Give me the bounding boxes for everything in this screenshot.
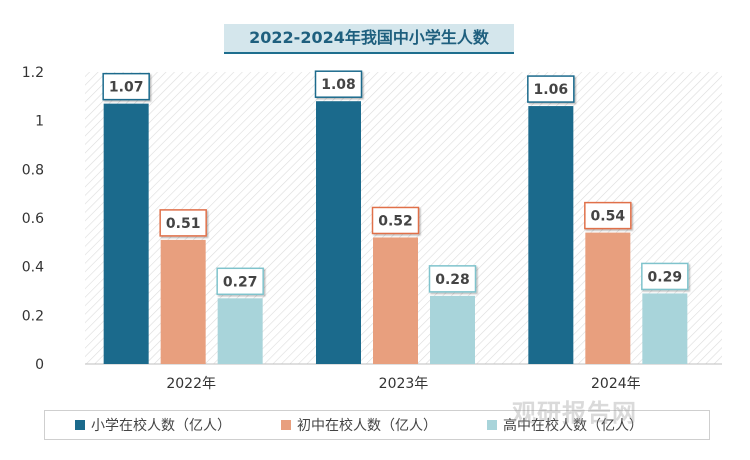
chart-title-box: 2022-2024年我国中小学生人数 [224,24,514,54]
data-label-box [102,72,150,101]
data-label: 1.06 [534,82,569,98]
y-tick-label: 0.4 [22,260,44,276]
y-tick-label: 0.6 [22,211,44,227]
legend-swatch [281,420,291,430]
legend-label: 小学在校人数（亿人） [91,418,231,434]
bar [373,237,418,364]
bar [430,295,475,364]
data-label: 0.51 [166,216,201,232]
legend: 小学在校人数（亿人） 初中在校人数（亿人） 高中在校人数（亿人） [44,410,710,440]
legend-label: 高中在校人数（亿人） [503,418,643,434]
data-label-box [159,209,207,237]
x-tick-label: 2024年 [591,376,641,392]
data-label: 0.54 [591,209,626,225]
data-label-box [216,267,264,296]
y-tick-label: 1.2 [22,65,44,81]
legend-swatch [487,420,497,430]
chart-title: 2022-2024年我国中小学生人数 [249,28,489,47]
x-tick-label: 2023年 [379,376,429,392]
data-label-box [527,75,575,103]
legend-swatch [75,420,85,430]
legend-item: 初中在校人数（亿人） [281,415,437,435]
y-tick-label: 0.8 [22,162,44,178]
data-label: 0.29 [648,269,683,285]
data-label: 1.07 [109,80,144,96]
y-tick-label: 0 [35,357,44,373]
y-axis: 0 0.2 0.4 0.6 0.8 1 1.2 [22,65,44,373]
bar [528,106,574,365]
x-tick-label: 2022年 [166,376,216,392]
y-tick-label: 1 [35,114,44,130]
data-label-box [314,70,363,98]
data-label: 0.52 [378,213,413,229]
bar [585,232,631,364]
legend-item: 小学在校人数（亿人） [75,415,231,435]
x-axis: 2022年 2023年 2024年 [85,363,722,392]
data-label-box [641,262,689,291]
legend-item: 高中在校人数（亿人） [487,415,643,435]
watermark: 观研报告网 [512,399,637,427]
bars [103,101,688,365]
bar [642,293,688,364]
bar [316,101,361,364]
data-labels: 1.07 0.51 0.27 1.08 0.52 0.28 1.06 0.54 0.29 [102,70,689,296]
bar [160,239,206,364]
data-label: 1.08 [321,77,356,93]
bar [217,298,263,364]
legend-label: 初中在校人数（亿人） [297,418,437,434]
data-label-box [428,265,477,293]
data-label-box [584,201,632,230]
y-tick-label: 0.2 [22,308,44,324]
data-label-box [371,206,420,235]
bar [103,103,149,364]
data-label: 0.28 [435,272,470,288]
data-label: 0.27 [223,274,258,290]
